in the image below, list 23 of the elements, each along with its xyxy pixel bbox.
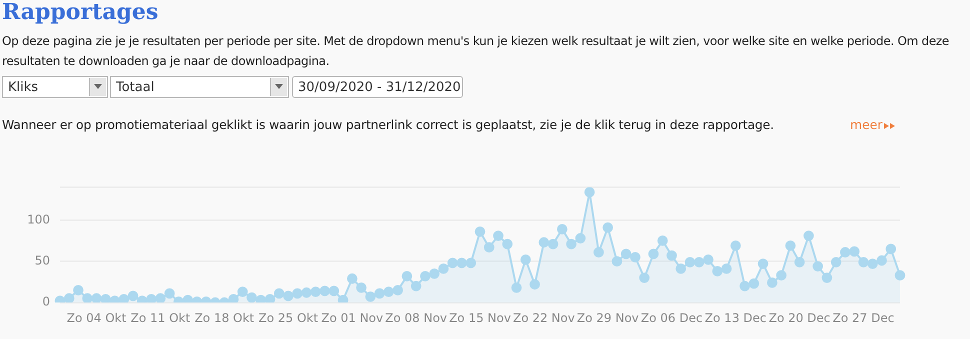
x-tick-label: Zo 11 Okt — [130, 310, 191, 325]
x-tick-label: Zo 13 Dec — [704, 310, 766, 325]
text: Wanneer er op promotiemateriaal geklikt is waarin jouw partnerlink correct is geplaatst, zie je de klik terug in deze rapportage. — [2, 117, 774, 132]
date-range-field[interactable]: 30/09/2020 - 31/12/2020 — [292, 76, 463, 98]
x-tick-label: Zo 20 Dec — [768, 310, 830, 325]
y-tick-label: 0 — [42, 294, 50, 309]
chart-title: Rapportages — [2, 0, 158, 25]
x-tick-label: Zo 29 Nov — [576, 310, 639, 325]
x-tick-label: Zo 18 Okt — [194, 310, 254, 325]
dropdown[interactable]: Totaal — [110, 76, 289, 98]
x-tick-label: Zo 25 Okt — [258, 310, 318, 325]
y-tick-label: 100 — [27, 212, 50, 226]
chart-subtitle: Op deze pagina zie je je resultaten per periode per site. Met de dropdown menu's kun je kiezen welk resultaat je wilt zien, voor welke site en welke periode. Om deze resultaten te downloaden ga je naar de downloadpagina. — [2, 33, 950, 70]
dropdown[interactable]: Kliks — [2, 76, 108, 98]
x-tick-label: Zo 15 Nov — [449, 310, 511, 325]
y-tick-label: 50 — [34, 253, 50, 268]
x-tick-label: Zo 27 Dec — [832, 310, 894, 325]
x-tick-label: Zo 08 Nov — [385, 310, 448, 325]
x-tick-label: Zo 04 Okt — [66, 310, 127, 325]
x-tick-label: Zo 22 Nov — [512, 310, 575, 325]
x-tick-label: Zo 06 Dec — [640, 310, 703, 325]
text: meer — [850, 117, 882, 132]
x-tick-label: Zo 01 Nov — [321, 310, 384, 325]
